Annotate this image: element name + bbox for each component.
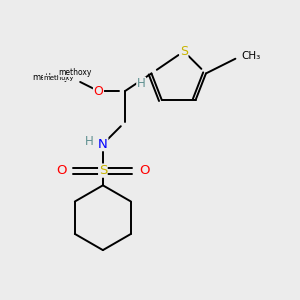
Text: O: O: [94, 85, 103, 98]
Text: O: O: [56, 164, 67, 177]
Text: S: S: [180, 45, 188, 58]
Text: H: H: [137, 77, 146, 90]
Text: H: H: [85, 135, 94, 148]
Text: O: O: [139, 164, 149, 177]
Text: S: S: [99, 164, 107, 177]
Text: N: N: [98, 138, 108, 151]
Text: CH₃: CH₃: [242, 51, 261, 61]
Text: methoxy: methoxy: [58, 68, 92, 77]
Text: methoxy: methoxy: [33, 74, 70, 82]
Text: methoxy: methoxy: [43, 75, 74, 81]
